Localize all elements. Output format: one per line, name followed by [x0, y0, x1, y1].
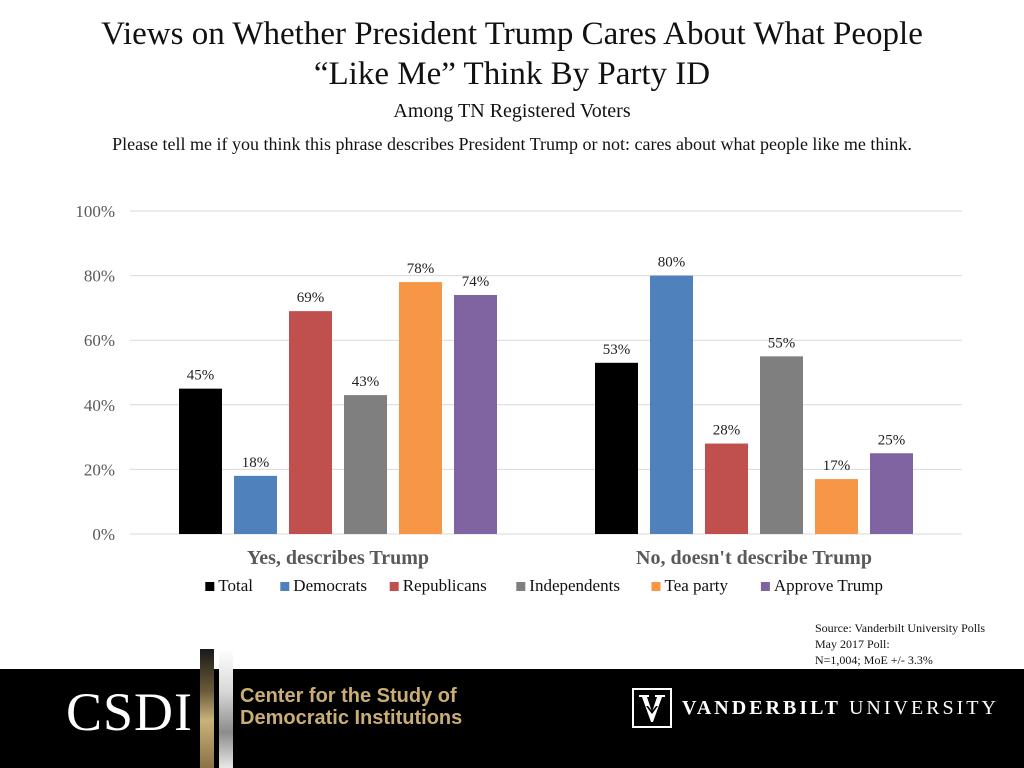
vanderbilt-wordmark-rest: UNIVERSITY: [840, 697, 999, 719]
y-tick-label: 60%: [84, 331, 115, 350]
bar: [234, 475, 277, 534]
legend-swatch: [516, 582, 526, 591]
data-label: 18%: [242, 455, 270, 471]
y-tick-label: 40%: [84, 396, 115, 415]
source-line-1: Source: Vanderbilt University Polls: [815, 621, 986, 635]
source-line-3: N=1,004; MoE +/- 3.3%: [815, 653, 933, 667]
bar: [344, 395, 387, 534]
chart-subtitle: Among TN Registered Voters: [393, 100, 631, 122]
legend-label: Democrats: [293, 576, 367, 595]
data-label: 45%: [187, 368, 215, 384]
data-label: 74%: [462, 274, 490, 290]
legend-swatch: [389, 582, 399, 591]
category-label: Yes, describes Trump: [247, 547, 429, 569]
legend-swatch: [280, 582, 290, 591]
legend-label: Tea party: [665, 576, 729, 595]
center-name: Center for the Study of Democratic Insti…: [240, 685, 462, 729]
survey-question: Please tell me if you think this phrase …: [112, 134, 912, 154]
bar: [289, 311, 332, 534]
legend-label: Total: [218, 576, 253, 595]
data-label: 25%: [878, 432, 906, 448]
bar: [650, 275, 693, 534]
bar: [705, 443, 748, 534]
bar-chart: 0% 20% 40% 60% 80% 100% 45% 18% 69% 43% 78% 74% Yes,…: [75, 202, 962, 595]
data-label: 17%: [823, 458, 851, 474]
legend-label: Approve Trump: [774, 576, 883, 595]
vanderbilt-wordmark: VANDERBILT UNIVERSITY: [682, 697, 999, 720]
data-label: 69%: [297, 290, 325, 306]
legend-swatch: [651, 582, 661, 591]
bar: [870, 453, 913, 534]
vanderbilt-wordmark-bold: VANDERBILT: [682, 697, 841, 719]
bar: [815, 479, 858, 534]
data-label: 53%: [603, 342, 631, 358]
chart-title-line-2: “Like Me” Think By Party ID: [313, 56, 711, 92]
category-label: No, doesn't describe Trump: [636, 547, 872, 569]
csdi-logo: CSDI: [66, 682, 194, 742]
data-label: 28%: [713, 423, 741, 439]
data-label: 80%: [658, 255, 686, 271]
bar: [595, 362, 638, 534]
y-tick-label: 20%: [84, 460, 115, 479]
vanderbilt-shield-icon: [632, 688, 672, 728]
footer-banner: CSDI Center for the Study of Democratic …: [0, 649, 1024, 768]
y-tick-label: 0%: [92, 525, 115, 544]
chart-title-line-1: Views on Whether President Trump Cares A…: [101, 16, 923, 52]
bar: [760, 356, 803, 534]
gold-bar-decoration: [200, 649, 214, 768]
source-note: Source: Vanderbilt University Polls May …: [815, 620, 985, 668]
bar: [454, 294, 497, 534]
legend-swatch: [205, 582, 215, 591]
silver-bar-decoration: [219, 649, 233, 768]
data-label: 55%: [768, 335, 796, 351]
y-tick-label: 80%: [84, 267, 115, 286]
data-label: 78%: [407, 261, 435, 277]
source-line-2: May 2017 Poll:: [815, 637, 890, 651]
y-tick-label: 100%: [75, 202, 115, 221]
chart-title: Views on Whether President Trump Cares A…: [0, 14, 1024, 94]
legend-swatch: [760, 582, 770, 591]
bar: [399, 282, 442, 534]
legend-label: Republicans: [403, 576, 487, 595]
center-name-line-1: Center for the Study of: [240, 685, 457, 707]
legend-label: Independents: [529, 576, 620, 595]
center-name-line-2: Democratic Institutions: [240, 707, 463, 729]
data-label: 43%: [352, 374, 380, 390]
bar: [179, 388, 222, 534]
